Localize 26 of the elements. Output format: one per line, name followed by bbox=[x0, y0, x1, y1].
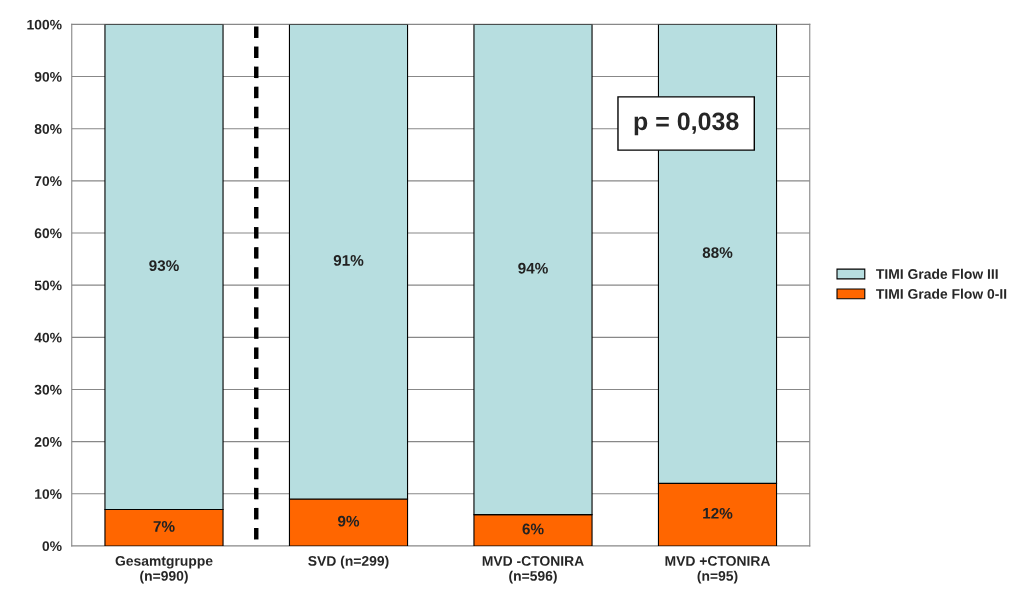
y-tick-label: 20% bbox=[34, 436, 62, 447]
y-tick-label: 0% bbox=[42, 541, 62, 552]
y-tick-label: 40% bbox=[34, 332, 62, 343]
y-tick-label: 90% bbox=[34, 71, 62, 82]
data-label: 7% bbox=[153, 521, 175, 532]
x-tick-label: Gesamtgruppe (n=990) bbox=[115, 555, 213, 584]
y-tick-label: 30% bbox=[34, 384, 62, 395]
x-tick-label: SVD (n=299) bbox=[308, 555, 389, 569]
data-label: 12% bbox=[703, 507, 733, 519]
data-label: 91% bbox=[333, 254, 364, 266]
x-tick-label: MVD -CTONIRA (n=596) bbox=[482, 556, 584, 584]
y-tick-label: 80% bbox=[34, 124, 62, 134]
annotation: p = 0,038 bbox=[634, 112, 739, 136]
y-tick-label: 50% bbox=[34, 280, 62, 291]
y-tick-label: 60% bbox=[34, 228, 62, 239]
y-tick-label: 100% bbox=[27, 19, 62, 30]
y-tick-label: 10% bbox=[35, 489, 62, 499]
data-label: 88% bbox=[702, 247, 733, 258]
x-tick-label: MVD +CTONIRA (n=95) bbox=[665, 556, 771, 584]
data-label: 9% bbox=[337, 515, 360, 527]
y-tick-label: 70% bbox=[34, 176, 62, 187]
data-label: 93% bbox=[149, 260, 179, 272]
data-label: 94% bbox=[518, 262, 548, 274]
legend-label: TIMI Grade Flow 0-II bbox=[876, 288, 1007, 299]
data-label: 6% bbox=[522, 523, 544, 535]
legend-label: TIMI Grade Flow III bbox=[876, 268, 998, 279]
